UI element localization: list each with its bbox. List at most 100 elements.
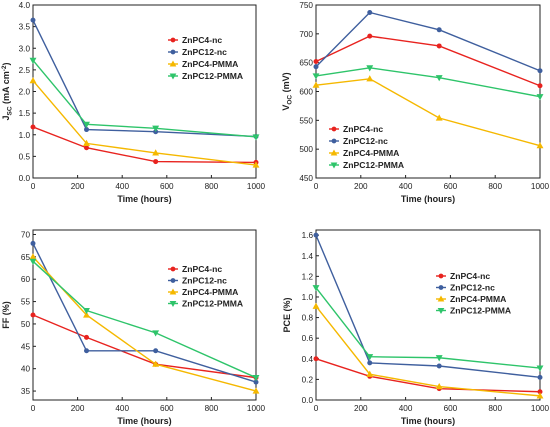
- series-line-ZnPC12-PMMA: [315, 287, 541, 369]
- x-tick-label: 400: [115, 182, 129, 191]
- data-point-ZnPC4-PMMA: [435, 114, 443, 121]
- x-tick-label: 1000: [247, 182, 266, 191]
- series-line-ZnPC4-PMMA: [315, 78, 541, 147]
- chart-panel-2: 0 200 400 600 800 1000 450 500 550 600 650 700 750 Ti…: [281, 1, 550, 204]
- y-axis-label-part: (mA cm: [1, 71, 11, 106]
- x-tick-label: 400: [399, 182, 413, 191]
- x-tick-label: 200: [354, 182, 368, 191]
- y-axis-label: VOC (mV): [281, 72, 294, 110]
- series-line-ZnPC12-nc: [32, 19, 257, 138]
- data-point-ZnPC12-PMMA: [366, 65, 374, 72]
- data-point-ZnPC12-nc: [436, 363, 442, 369]
- plot-frame: [32, 229, 257, 401]
- data-point-ZnPC4-nc: [84, 334, 90, 340]
- y-tick-label: 1.0: [302, 293, 314, 302]
- y-tick-label: 4.0: [19, 1, 31, 10]
- y-tick-label: 0.8: [302, 314, 314, 323]
- x-tick-label: 600: [444, 404, 458, 413]
- y-tick-label: 0.0: [302, 396, 314, 405]
- legend-label: ZnPC4-PMMA: [450, 294, 506, 304]
- y-tick-label: 0.6: [302, 334, 314, 343]
- legend-label: ZnPC12-nc: [343, 136, 388, 146]
- data-point-ZnPC12-nc: [30, 17, 36, 23]
- x-tick-label: 400: [115, 404, 129, 413]
- legend-marker: [437, 308, 445, 315]
- chart-panel-3: 0 200 400 600 800 1000 35 40 45 50 55 60 65 70 Time (h…: [1, 229, 266, 426]
- series-line-ZnPC4-PMMA: [315, 305, 541, 397]
- legend-label: ZnPC12-PMMA: [450, 306, 511, 316]
- y-tick-label: 3.5: [19, 23, 31, 32]
- data-point-ZnPC12-PMMA: [366, 354, 374, 361]
- legend-label: ZnPC12-PMMA: [343, 160, 404, 170]
- legend-marker: [330, 162, 338, 169]
- data-point-ZnPC4-PMMA: [435, 382, 443, 390]
- legend-label: ZnPC4-nc: [182, 264, 222, 274]
- data-point-ZnPC12-nc: [84, 348, 90, 354]
- legend-label: ZnPC12-nc: [182, 276, 227, 286]
- series-line-ZnPC12-PMMA: [315, 67, 541, 98]
- x-tick-label: 200: [71, 404, 85, 413]
- x-axis-label: Time (hours): [401, 194, 455, 204]
- data-point-ZnPC12-PMMA: [435, 75, 443, 82]
- y-tick-label: 2.0: [19, 88, 31, 97]
- data-point-ZnPC12-nc: [537, 374, 543, 380]
- data-point-ZnPC12-nc: [313, 64, 319, 70]
- y-tick-label: 1.5: [19, 109, 31, 118]
- data-point-ZnPC12-PMMA: [252, 134, 260, 141]
- y-tick-label: 500: [299, 145, 313, 154]
- y-tick-label: 55: [21, 298, 31, 307]
- data-point-ZnPC4-PMMA: [252, 161, 260, 168]
- x-tick-label: 1000: [247, 404, 266, 413]
- x-tick-label: 800: [205, 182, 219, 191]
- series-line-ZnPC4-PMMA: [32, 80, 257, 166]
- x-tick-label: 0: [314, 404, 319, 413]
- legend-marker: [169, 301, 177, 308]
- data-point-ZnPC4-PMMA: [83, 139, 90, 146]
- data-point-ZnPC12-PMMA: [29, 258, 37, 265]
- series-line-ZnPC4-nc: [315, 358, 541, 393]
- y-axis-label-part: PCE: [282, 314, 292, 333]
- x-tick-label: 800: [205, 404, 219, 413]
- data-point-ZnPC12-PMMA: [312, 73, 320, 80]
- data-point-ZnPC4-nc: [537, 83, 543, 89]
- y-tick-label: 650: [299, 59, 313, 68]
- data-point-ZnPC4-nc: [153, 159, 159, 165]
- y-tick-label: 1.0: [19, 131, 31, 140]
- data-point-ZnPC12-nc: [537, 68, 543, 74]
- data-point-ZnPC12-PMMA: [536, 94, 544, 101]
- series-line-ZnPC12-PMMA: [32, 260, 257, 379]
- data-point-ZnPC12-PMMA: [252, 375, 260, 382]
- y-tick-label: 70: [21, 230, 31, 239]
- data-point-ZnPC4-nc: [84, 145, 90, 151]
- y-tick-label: 50: [21, 320, 31, 329]
- legend-label: ZnPC4-nc: [343, 124, 383, 134]
- x-tick-label: 0: [314, 182, 319, 191]
- legend-label: ZnPC12-nc: [182, 47, 227, 57]
- data-point-ZnPC4-nc: [313, 59, 319, 65]
- data-point-ZnPC4-PMMA: [312, 302, 320, 309]
- legend-label: ZnPC4-PMMA: [182, 287, 238, 297]
- y-tick-label: 550: [299, 116, 313, 125]
- x-tick-label: 400: [399, 404, 413, 413]
- x-tick-label: 600: [160, 404, 174, 413]
- y-axis-label-part: SC: [7, 106, 14, 115]
- x-tick-label: 600: [160, 182, 174, 191]
- legend-marker: [438, 273, 444, 279]
- data-point-ZnPC12-PMMA: [312, 285, 320, 292]
- data-point-ZnPC12-PMMA: [536, 365, 544, 372]
- series-line-ZnPC4-nc: [315, 35, 541, 87]
- x-tick-label: 800: [488, 404, 502, 413]
- series-line-ZnPC12-nc: [315, 234, 541, 379]
- data-point-ZnPC12-nc: [153, 348, 159, 354]
- x-tick-label: 0: [31, 404, 36, 413]
- data-point-ZnPC12-nc: [84, 127, 90, 133]
- legend-marker: [170, 49, 176, 55]
- y-tick-label: 700: [299, 30, 313, 39]
- data-point-ZnPC12-nc: [436, 27, 442, 33]
- data-point-ZnPC4-PMMA: [83, 311, 90, 318]
